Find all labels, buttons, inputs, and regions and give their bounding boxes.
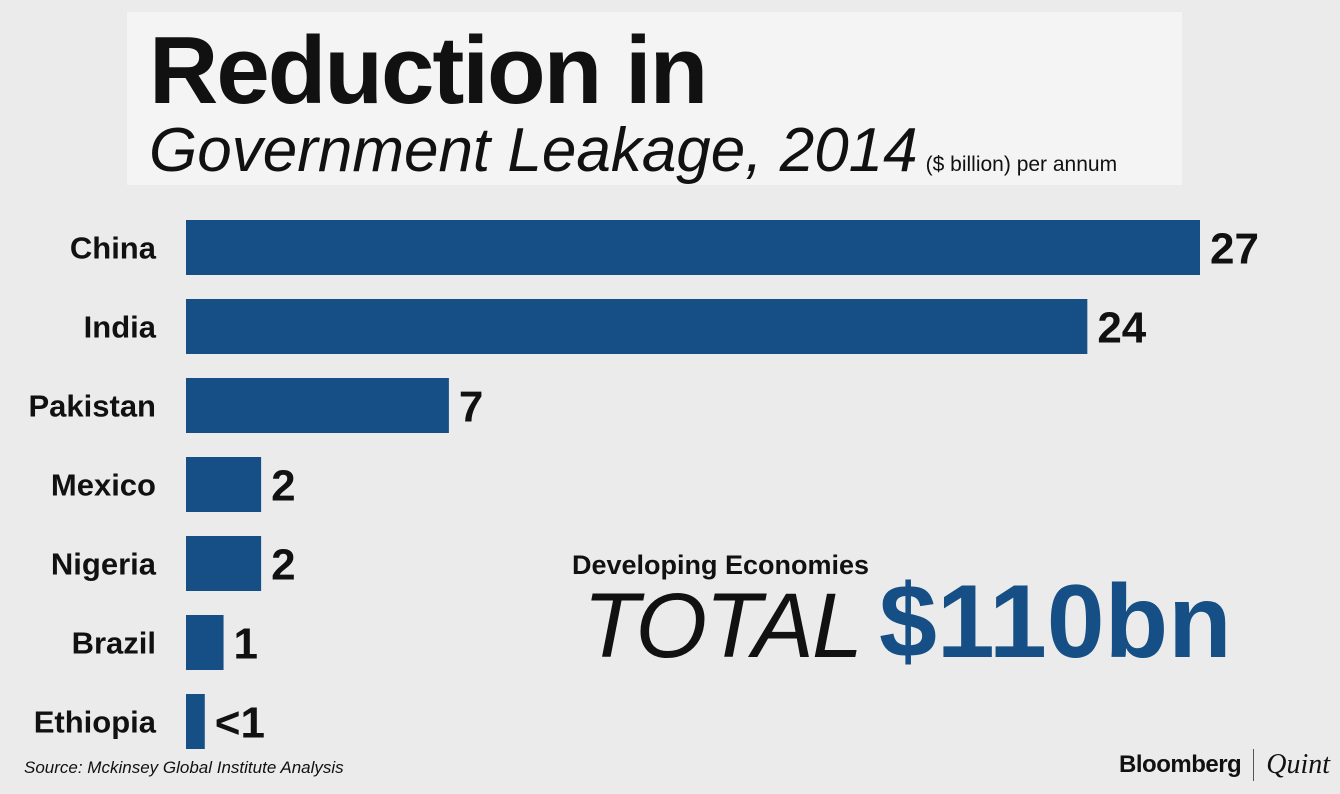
bar-india bbox=[186, 299, 1088, 354]
source-note: Source: Mckinsey Global Institute Analys… bbox=[24, 758, 344, 777]
brand-bloomberg: Bloomberg bbox=[1119, 751, 1242, 778]
total-caption: Developing Economies bbox=[572, 550, 870, 580]
category-label-ethiopia: Ethiopia bbox=[34, 705, 157, 740]
chart-subtitle: Government Leakage, 2014 ($ billion) per … bbox=[149, 116, 1117, 200]
bar-brazil bbox=[186, 615, 224, 670]
total-row: TOTAL $110bn bbox=[583, 570, 1232, 703]
value-label-china: 27 bbox=[1210, 225, 1259, 274]
bar-pakistan bbox=[186, 378, 449, 433]
brand-quint: Quint bbox=[1266, 749, 1330, 780]
brand-logo: Bloomberg Quint bbox=[1119, 749, 1330, 781]
value-label-mexico: 2 bbox=[271, 462, 295, 511]
brand-divider bbox=[1253, 749, 1255, 781]
category-label-nigeria: Nigeria bbox=[51, 547, 157, 582]
unit-label: ($ billion) per annum bbox=[925, 153, 1118, 176]
category-label-china: China bbox=[70, 231, 157, 266]
title-box: Reduction in Government Leakage, 2014 ($ … bbox=[127, 12, 1182, 185]
chart-subtitle-text: Government Leakage, 2014 bbox=[149, 116, 918, 185]
category-label-india: India bbox=[84, 310, 157, 345]
value-label-ethiopia: <1 bbox=[215, 699, 265, 748]
bar-nigeria bbox=[186, 536, 262, 591]
value-label-india: 24 bbox=[1097, 304, 1146, 353]
value-label-pakistan: 7 bbox=[459, 383, 483, 432]
category-label-pakistan: Pakistan bbox=[28, 389, 156, 424]
bar-mexico bbox=[186, 457, 262, 512]
value-label-brazil: 1 bbox=[234, 620, 258, 669]
total-value: $110bn bbox=[879, 564, 1232, 680]
bar-china bbox=[186, 220, 1200, 275]
total-word: TOTAL bbox=[583, 575, 863, 677]
chart-title: Reduction in bbox=[149, 17, 708, 124]
category-label-brazil: Brazil bbox=[72, 626, 156, 661]
value-label-nigeria: 2 bbox=[271, 541, 295, 590]
category-label-mexico: Mexico bbox=[51, 468, 156, 503]
bar-ethiopia bbox=[186, 694, 205, 749]
